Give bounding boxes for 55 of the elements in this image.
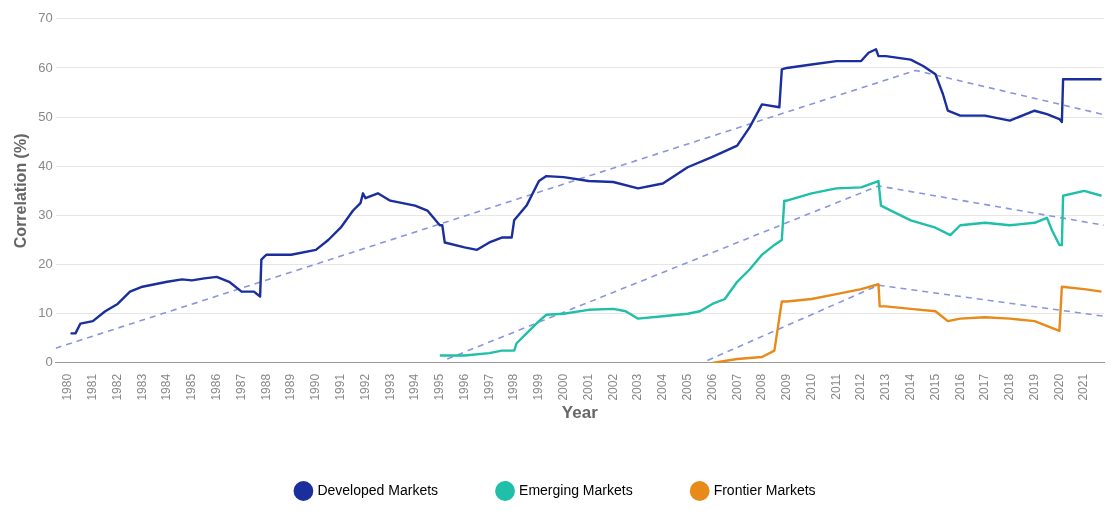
x-tick-label: 1980 (60, 373, 75, 401)
x-tick-label: 2007 (729, 373, 744, 401)
x-tick-label: 2000 (556, 373, 571, 401)
x-tick-label: 2006 (704, 373, 719, 401)
x-tick-label: 2021 (1076, 373, 1091, 401)
y-tick-label: 10 (38, 305, 53, 321)
y-tick-label: 40 (38, 157, 53, 173)
x-tick-label: 1983 (134, 373, 149, 401)
x-tick-label: 1997 (481, 373, 496, 401)
x-tick-label: 2005 (679, 373, 694, 401)
x-tick-label: 1995 (432, 373, 447, 401)
y-tick-label: 70 (38, 10, 53, 26)
x-tick-label: 1987 (233, 373, 248, 401)
x-tick-label: 2015 (927, 373, 942, 401)
legend-label: Frontier Markets (713, 481, 816, 498)
y-axis-title: Correlation (%) (12, 133, 30, 249)
x-tick-label: 1994 (407, 373, 422, 401)
legend-label: Emerging Markets (519, 481, 633, 498)
y-tick-label: 50 (38, 108, 53, 124)
x-tick-label: 2016 (952, 373, 967, 401)
x-tick-label: 2013 (878, 373, 893, 401)
x-tick-label: 2001 (580, 373, 595, 401)
y-tick-label: 30 (38, 207, 53, 223)
x-tick-label: 1999 (531, 373, 546, 401)
x-tick-label: 1991 (332, 373, 347, 401)
x-tick-label: 1981 (85, 373, 100, 401)
x-tick-label: 1986 (209, 373, 224, 401)
y-tick-label: 0 (45, 354, 53, 370)
x-axis-title: Year (561, 403, 599, 423)
y-tick-label: 60 (38, 59, 53, 75)
x-tick-label: 2009 (779, 373, 794, 401)
x-tick-label: 2019 (1026, 373, 1041, 401)
x-tick-label: 2004 (655, 373, 670, 401)
y-tick-label: 20 (38, 256, 53, 272)
x-tick-label: 1982 (109, 373, 124, 401)
x-tick-label: 2011 (828, 373, 843, 400)
x-tick-label: 1998 (506, 373, 521, 401)
x-tick-label: 1984 (159, 373, 174, 401)
x-tick-label: 2008 (754, 373, 769, 401)
x-tick-label: 1988 (258, 373, 273, 401)
x-tick-label: 1992 (357, 373, 372, 401)
x-tick-label: 1985 (184, 373, 199, 401)
x-tick-label: 2003 (630, 373, 645, 401)
x-tick-label: 1996 (456, 373, 471, 401)
x-tick-label: 2020 (1051, 373, 1066, 401)
x-tick-label: 2014 (903, 373, 917, 401)
legend-label: Developed Markets (317, 481, 439, 498)
x-tick-label: 2017 (977, 373, 992, 401)
x-tick-label: 2018 (1002, 373, 1017, 401)
x-tick-label: 1989 (283, 373, 298, 401)
x-tick-label: 2010 (803, 373, 818, 401)
x-tick-label: 2012 (853, 373, 868, 401)
x-tick-label: 1990 (308, 373, 323, 401)
x-tick-label: 1993 (382, 373, 397, 401)
x-tick-label: 2002 (605, 373, 620, 401)
